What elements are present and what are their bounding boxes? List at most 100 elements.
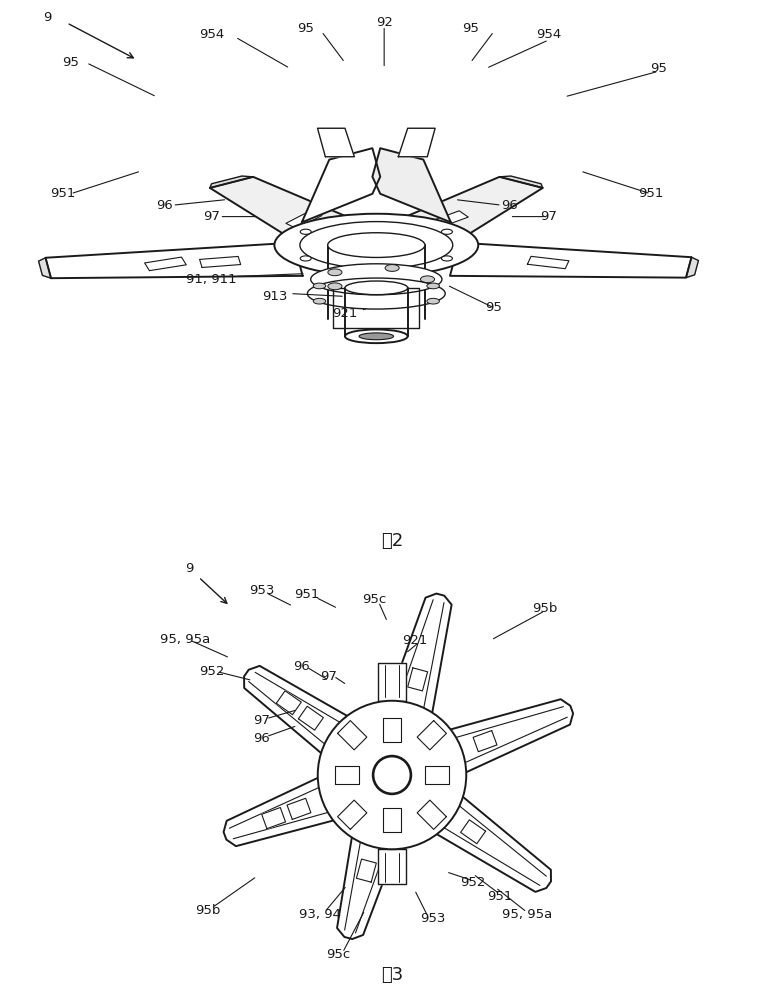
Text: 95b: 95b <box>194 904 220 916</box>
Text: 95: 95 <box>462 22 479 35</box>
Polygon shape <box>357 859 376 882</box>
Text: 图3: 图3 <box>381 966 403 984</box>
Polygon shape <box>314 225 342 238</box>
Polygon shape <box>287 798 311 819</box>
Polygon shape <box>338 721 367 750</box>
Text: 95: 95 <box>485 301 503 314</box>
Text: 954: 954 <box>536 28 561 41</box>
Polygon shape <box>430 792 551 892</box>
Text: 97: 97 <box>321 670 337 682</box>
Text: 951: 951 <box>294 588 319 601</box>
Ellipse shape <box>441 256 452 261</box>
Polygon shape <box>210 176 253 188</box>
Ellipse shape <box>314 283 326 289</box>
Polygon shape <box>286 210 322 229</box>
Ellipse shape <box>328 269 342 276</box>
Ellipse shape <box>420 276 434 283</box>
Text: 97: 97 <box>540 210 557 223</box>
Text: 921: 921 <box>402 634 427 647</box>
Polygon shape <box>473 731 497 752</box>
Text: 9: 9 <box>43 11 51 24</box>
Text: 96: 96 <box>156 199 173 212</box>
Polygon shape <box>45 243 303 278</box>
Text: 952: 952 <box>460 876 485 890</box>
Text: 95, 95a: 95, 95a <box>160 634 210 647</box>
Polygon shape <box>338 800 367 829</box>
Polygon shape <box>299 706 324 730</box>
Polygon shape <box>38 258 51 278</box>
Ellipse shape <box>359 333 394 340</box>
Text: 95c: 95c <box>362 593 387 606</box>
Text: 9: 9 <box>185 562 194 574</box>
Polygon shape <box>417 721 446 750</box>
Text: 97: 97 <box>253 714 270 728</box>
Text: 95c: 95c <box>326 948 350 962</box>
Text: 951: 951 <box>488 890 513 903</box>
Text: 96: 96 <box>501 199 518 212</box>
Ellipse shape <box>345 329 408 343</box>
Text: 93, 94: 93, 94 <box>299 908 341 921</box>
Polygon shape <box>223 775 341 846</box>
Text: 图2: 图2 <box>381 532 403 550</box>
Ellipse shape <box>328 283 342 290</box>
Polygon shape <box>372 148 451 222</box>
Text: 95, 95a: 95, 95a <box>502 908 552 921</box>
Polygon shape <box>429 211 468 228</box>
Polygon shape <box>383 808 401 832</box>
Ellipse shape <box>310 264 442 295</box>
Polygon shape <box>144 257 187 271</box>
Ellipse shape <box>314 298 326 304</box>
Ellipse shape <box>328 233 425 257</box>
Polygon shape <box>443 699 573 775</box>
Ellipse shape <box>300 256 311 261</box>
Polygon shape <box>276 691 301 715</box>
Text: 952: 952 <box>199 665 225 678</box>
Polygon shape <box>262 808 285 829</box>
Polygon shape <box>244 666 354 758</box>
Ellipse shape <box>426 298 439 304</box>
Text: 95: 95 <box>297 22 314 35</box>
Polygon shape <box>200 256 241 267</box>
Text: 954: 954 <box>199 28 224 41</box>
Polygon shape <box>337 830 398 939</box>
Text: 921: 921 <box>332 307 358 320</box>
Ellipse shape <box>345 281 408 295</box>
Ellipse shape <box>385 287 399 294</box>
Ellipse shape <box>300 229 311 234</box>
Polygon shape <box>318 128 354 157</box>
Text: 95: 95 <box>650 62 667 75</box>
Text: 953: 953 <box>249 584 274 597</box>
Polygon shape <box>460 820 485 844</box>
Polygon shape <box>425 766 448 784</box>
Text: 95: 95 <box>62 56 79 69</box>
Polygon shape <box>383 718 401 742</box>
Polygon shape <box>378 662 406 701</box>
Polygon shape <box>386 594 452 720</box>
Polygon shape <box>410 226 439 238</box>
Text: 95b: 95b <box>532 602 557 615</box>
Polygon shape <box>686 257 699 278</box>
Ellipse shape <box>385 265 399 271</box>
Polygon shape <box>302 148 380 222</box>
Text: 97: 97 <box>203 210 220 223</box>
Polygon shape <box>333 288 419 328</box>
Polygon shape <box>398 128 435 157</box>
Text: 951: 951 <box>50 187 75 200</box>
Polygon shape <box>336 766 359 784</box>
Polygon shape <box>390 177 543 240</box>
Text: 92: 92 <box>376 16 393 29</box>
Circle shape <box>318 701 466 849</box>
Text: 96: 96 <box>253 732 270 746</box>
Polygon shape <box>417 800 446 829</box>
Text: 951: 951 <box>638 187 663 200</box>
Polygon shape <box>450 243 691 278</box>
Text: 953: 953 <box>419 912 445 926</box>
Polygon shape <box>528 256 569 269</box>
Circle shape <box>373 756 411 794</box>
Polygon shape <box>499 176 543 188</box>
Polygon shape <box>378 849 406 884</box>
Polygon shape <box>408 668 427 691</box>
Text: 91, 911: 91, 911 <box>187 273 237 286</box>
Ellipse shape <box>441 229 452 234</box>
Text: 913: 913 <box>262 290 287 303</box>
